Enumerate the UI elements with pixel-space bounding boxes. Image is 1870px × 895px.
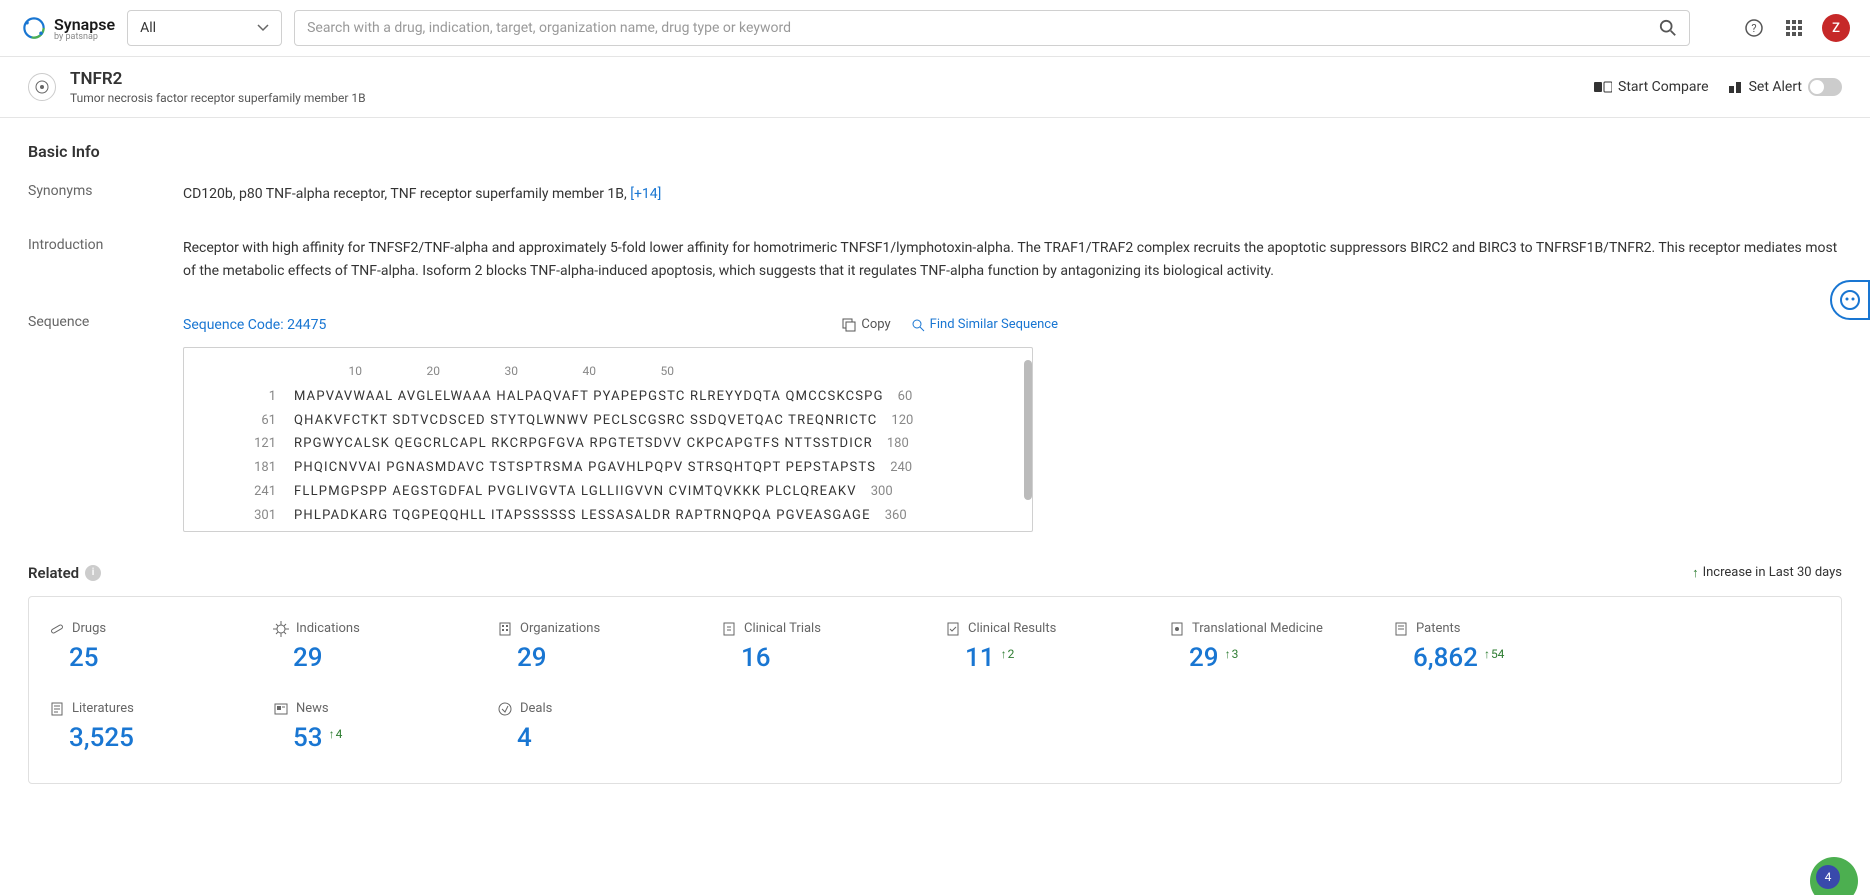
stat-label: Indications	[296, 621, 360, 636]
logo[interactable]: Synapse by patsnap	[20, 14, 115, 42]
sequence-block: Sequence Code: 24475 Copy Find Similar S…	[183, 314, 1058, 531]
synonyms-row: Synonyms CD120b, p80 TNF-alpha receptor,…	[28, 183, 1842, 205]
related-info-icon[interactable]: i	[85, 565, 101, 581]
stats-grid: Drugs 25 Indications 29 Organizations 29 Clini…	[49, 621, 1821, 753]
stat-label: Deals	[520, 701, 552, 716]
stat-label: Drugs	[72, 621, 106, 636]
apps-grid-icon[interactable]	[1782, 16, 1806, 40]
stat-label: Organizations	[520, 621, 600, 636]
chevron-down-icon	[257, 24, 269, 32]
introduction-row: Introduction Receptor with high affinity…	[28, 237, 1842, 282]
stat-value[interactable]: 29	[517, 643, 547, 673]
copy-icon	[842, 318, 856, 332]
stat-increase: ↑ 4	[329, 727, 343, 741]
find-similar-button[interactable]: Find Similar Sequence	[911, 315, 1058, 336]
sequence-scrollbar[interactable]	[1024, 360, 1032, 500]
synonyms-value: CD120b, p80 TNF-alpha receptor, TNF rece…	[183, 183, 1842, 205]
stat-value[interactable]: 29	[1189, 643, 1219, 673]
stat-label: Clinical Trials	[744, 621, 821, 636]
svg-text:?: ?	[1751, 22, 1756, 35]
sequence-label: Sequence	[28, 314, 183, 531]
sequence-actions: Copy Find Similar Sequence	[842, 315, 1058, 336]
topbar: Synapse by patsnap All ? Z	[0, 0, 1870, 57]
sequence-code-link[interactable]: Sequence Code: 24475	[183, 314, 326, 336]
sequence-line: 61QHAKVFCTKT SDTVCDSCED STYTQLWNWV PECLS…	[204, 411, 1012, 432]
introduction-label: Introduction	[28, 237, 183, 282]
related-box: Drugs 25 Indications 29 Organizations 29 Clini…	[28, 596, 1842, 784]
search-input[interactable]	[307, 20, 1659, 36]
stat-label: Literatures	[72, 701, 134, 716]
up-arrow-icon: ↑	[1692, 565, 1699, 581]
sequence-ruler: 1020304050	[294, 362, 1012, 381]
stat-organizations[interactable]: Organizations 29	[497, 621, 701, 673]
stat-literatures[interactable]: Literatures 3,525	[49, 701, 253, 753]
stat-news[interactable]: News 53 ↑ 4	[273, 701, 477, 753]
stat-drugs[interactable]: Drugs 25	[49, 621, 253, 673]
stat-increase: ↑ 54	[1484, 647, 1505, 661]
basic-info-title: Basic Info	[28, 142, 1842, 161]
subheader: TNFR2 Tumor necrosis factor receptor sup…	[0, 57, 1870, 118]
stat-clinical-results[interactable]: Clinical Results 11 ↑ 2	[945, 621, 1149, 673]
sequence-top: Sequence Code: 24475 Copy Find Similar S…	[183, 314, 1058, 336]
search-box	[294, 10, 1690, 46]
synapse-logo-icon	[20, 14, 48, 42]
notification-badge[interactable]: 4	[1816, 865, 1840, 889]
alert-toggle[interactable]	[1808, 78, 1842, 96]
stat-increase: ↑ 3	[1225, 647, 1239, 661]
synonyms-more-link[interactable]: [+14]	[630, 186, 661, 202]
related-header: Related i ↑ Increase in Last 30 days	[28, 564, 1842, 582]
stat-value[interactable]: 6,862	[1413, 643, 1478, 673]
related-legend: ↑ Increase in Last 30 days	[1692, 565, 1842, 581]
introduction-value: Receptor with high affinity for TNFSF2/T…	[183, 237, 1842, 282]
stat-value[interactable]: 11	[965, 643, 995, 673]
logo-text: Synapse	[54, 15, 115, 34]
stat-clinical-trials[interactable]: Clinical Trials 16	[721, 621, 925, 673]
sequence-line: 301PHLPADKARG TQGPEQQHLL ITAPSSSSSS LESS…	[204, 506, 1012, 527]
content: Basic Info Synonyms CD120b, p80 TNF-alph…	[0, 118, 1870, 808]
stat-patents[interactable]: Patents 6,862 ↑ 54	[1393, 621, 1597, 673]
sequence-line: 181PHQICNVVAI PGNASMDAVC TSTSPTRSMA PGAV…	[204, 458, 1012, 479]
start-compare-button[interactable]: Start Compare	[1594, 79, 1709, 95]
stat-value[interactable]: 53	[293, 723, 323, 753]
sequence-line: 241FLLPMGPSPP AEGSTGDFAL PVGLIVGVTA LGLL…	[204, 482, 1012, 503]
user-avatar[interactable]: Z	[1822, 14, 1850, 42]
stat-label: Patents	[1416, 621, 1461, 636]
stat-value[interactable]: 25	[69, 643, 99, 673]
target-icon	[28, 73, 56, 101]
sequence-row: Sequence Sequence Code: 24475 Copy Find …	[28, 314, 1058, 531]
page-title: TNFR2	[70, 69, 366, 89]
stat-translational-medicine[interactable]: Translational Medicine 29 ↑ 3	[1169, 621, 1373, 673]
dropdown-value: All	[140, 20, 156, 36]
help-icon[interactable]: ?	[1742, 16, 1766, 40]
search-icon[interactable]	[1659, 19, 1677, 37]
compare-icon	[1594, 80, 1612, 94]
alert-icon	[1727, 79, 1743, 95]
stat-label: Translational Medicine	[1192, 621, 1323, 636]
copy-button[interactable]: Copy	[842, 315, 890, 336]
search-category-dropdown[interactable]: All	[127, 10, 282, 46]
sequence-line: 361ARASTGSSDS SPGGHGTQVN VTCIVNVCSS SDHS…	[204, 530, 1012, 532]
related-title: Related i	[28, 564, 101, 582]
chatbot-side-button[interactable]	[1830, 280, 1870, 320]
stat-label: News	[296, 701, 329, 716]
stat-value[interactable]: 3,525	[69, 723, 134, 753]
sequence-box[interactable]: 1020304050 1MAPVAVWAAL AVGLELWAAA HALPAQ…	[183, 347, 1033, 532]
subheader-actions: Start Compare Set Alert	[1594, 78, 1842, 96]
stat-value[interactable]: 16	[741, 643, 771, 673]
subheader-title-block: TNFR2 Tumor necrosis factor receptor sup…	[70, 69, 366, 105]
stat-label: Clinical Results	[968, 621, 1056, 636]
topbar-right: ? Z	[1742, 14, 1850, 42]
stat-deals[interactable]: Deals 4	[497, 701, 701, 753]
stat-increase: ↑ 2	[1001, 647, 1015, 661]
stat-value[interactable]: 4	[517, 723, 532, 753]
synonyms-label: Synonyms	[28, 183, 183, 205]
stat-indications[interactable]: Indications 29	[273, 621, 477, 673]
sequence-line: 1MAPVAVWAAL AVGLELWAAA HALPAQVAFT PYAPEP…	[204, 387, 1012, 408]
sequence-line: 121RPGWYCALSK QEGCRLCAPL RKCRPGFGVA RPGT…	[204, 434, 1012, 455]
stat-value[interactable]: 29	[293, 643, 323, 673]
find-similar-icon	[911, 318, 925, 332]
page-subtitle: Tumor necrosis factor receptor superfami…	[70, 91, 366, 105]
set-alert-button[interactable]: Set Alert	[1727, 78, 1842, 96]
